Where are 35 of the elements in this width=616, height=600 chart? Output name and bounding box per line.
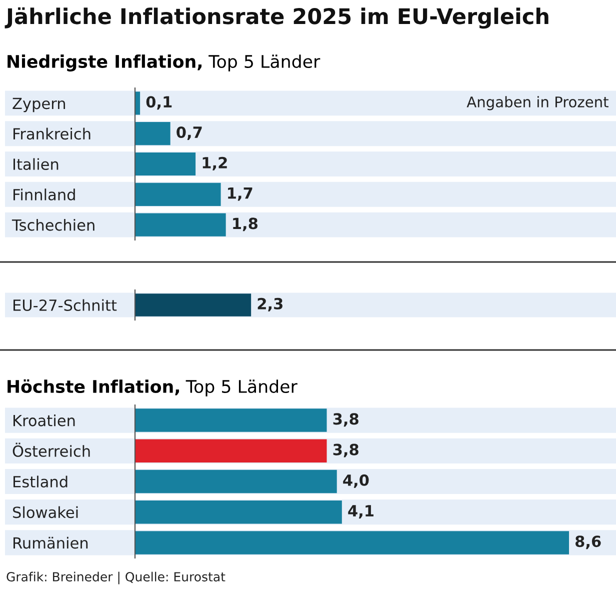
bar	[135, 439, 327, 463]
y-tick-label: Frankreich	[14, 128, 90, 140]
y-tick-label: Kroatien	[14, 414, 75, 426]
y-tick-label: Rumänien	[14, 536, 88, 549]
data-label: 4,1	[348, 505, 374, 518]
data-label: 1,7	[228, 187, 252, 201]
data-label: 3,8	[333, 413, 358, 427]
bar	[135, 408, 327, 432]
chart-subtitle: Niedrigste Inflation, Top 5 Länder	[8, 54, 320, 72]
data-label: 2,3	[258, 298, 282, 312]
y-tick-label: Tschechien	[12, 218, 94, 231]
data-label: 4,0	[343, 474, 369, 488]
bar	[135, 152, 196, 176]
bar	[135, 470, 337, 494]
chart-subtitle: Höchste Inflation, Top 5 Länder	[8, 379, 298, 396]
bar	[135, 213, 226, 236]
y-tick-label: Österreich	[12, 442, 90, 457]
y-tick-label: Zypern	[12, 98, 66, 112]
y-tick-label: EU-27-Schnitt	[14, 299, 117, 312]
bar	[135, 122, 170, 146]
data-label: 8,6	[575, 536, 601, 550]
data-label: 1,2	[202, 156, 227, 170]
y-tick-label: Finnland	[14, 188, 75, 200]
bar	[135, 182, 221, 206]
text: Grafik: Breineder | Quelle: Eurostat	[6, 572, 226, 584]
data-label: 1,8	[233, 218, 258, 232]
bar	[135, 92, 140, 115]
y-tick-label: Italien	[14, 158, 58, 170]
data-label: 0,1	[146, 96, 172, 110]
text: Jährliche Inflationsrate 2025 im EU-Vergleich	[4, 7, 548, 29]
data-label: 3,8	[333, 444, 358, 458]
y-tick-label: Slowakei	[13, 506, 78, 518]
y-tick-label: Estland	[14, 476, 68, 488]
data-label: 0,7	[176, 126, 202, 140]
text: Angaben in Prozent	[466, 96, 608, 110]
